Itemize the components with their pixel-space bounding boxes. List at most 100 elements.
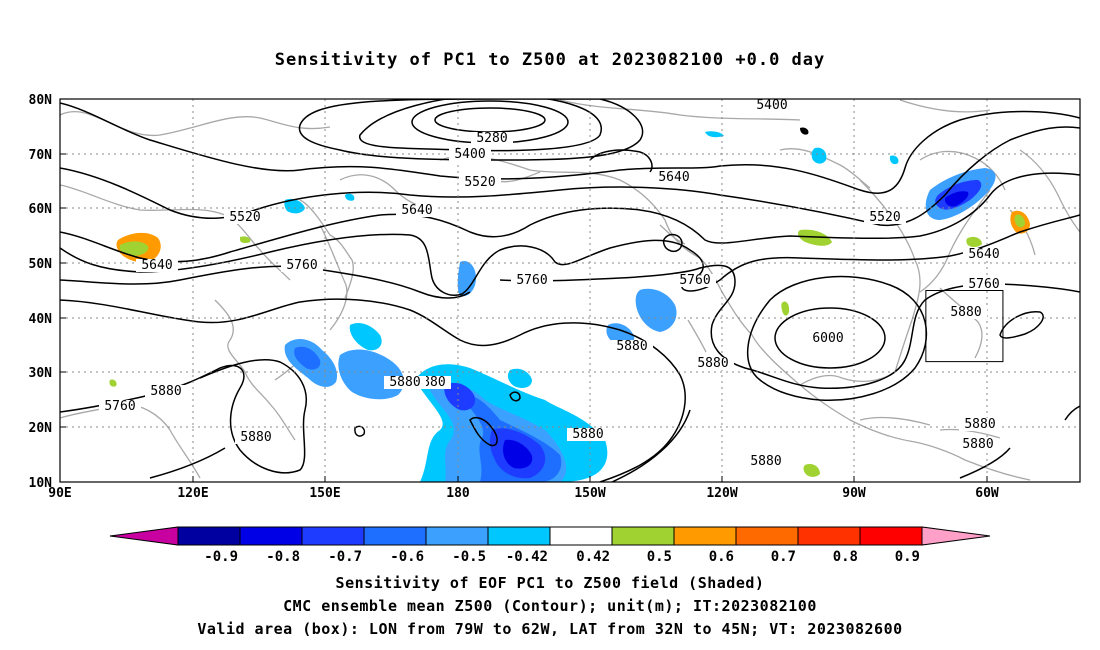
contour-label-bg (674, 274, 716, 287)
contour-label-bg (807, 332, 849, 345)
colorbar-swatch (673, 526, 737, 546)
contour-label: 5520 (229, 210, 260, 225)
contour-label: 5880 (950, 305, 981, 320)
colorbar-low-triangle (109, 526, 179, 546)
lat-label: 30N (29, 366, 53, 381)
axis-ticks (60, 98, 988, 483)
contour-label: 5760 (968, 277, 999, 292)
contour-label-bg (99, 400, 141, 413)
contour-label: 5880 (389, 375, 420, 390)
contour-label: 5520 (464, 175, 495, 190)
colorbar-swatch (859, 526, 923, 546)
colorbar-swatch (177, 526, 241, 546)
contour-label-bg (751, 99, 793, 112)
colorbar-swatch (735, 526, 799, 546)
contour-label-bg (384, 376, 426, 389)
valid-area-box (925, 290, 1004, 363)
colorbar-swatch (301, 526, 365, 546)
contour-label: 5760 (679, 273, 710, 288)
contour-label: 5640 (141, 258, 172, 273)
lon-label: 120W (706, 486, 737, 501)
colorbar-swatch (797, 526, 861, 546)
colorbar-swatch (425, 526, 489, 546)
lon-label: 150W (574, 486, 605, 501)
colorbar-label: 0.42 (576, 549, 610, 565)
contour-label-bg (653, 171, 695, 184)
contour-label: 5880 (572, 427, 603, 442)
lat-label: 40N (29, 312, 53, 327)
contour-label-bg (449, 148, 491, 161)
contour-label-bg (963, 278, 1005, 291)
contour-label-bg (945, 306, 987, 319)
colorbar: -0.9 -0.8 -0.7 -0.6 -0.5 -0.42 0.42 0.5 0.6 0.7 0.… (109, 526, 991, 565)
lon-label: 150E (309, 486, 340, 501)
contour-blob (800, 127, 809, 135)
contour-label: 5880 (150, 384, 181, 399)
caption-line-3: Valid area (box): LON from 79W to 62W, L… (197, 620, 903, 638)
contour-labels: 5280540054005520552055205640564056405640… (99, 98, 1005, 469)
contour-label-bg (459, 176, 501, 189)
contour-label: 5760 (516, 273, 547, 288)
lon-label: 120E (177, 486, 208, 501)
contour-label-bg (471, 132, 513, 145)
contour-label-bg (963, 248, 1005, 261)
lat-label: 10N (29, 476, 53, 491)
contour-label: 5640 (658, 170, 689, 185)
colorbar-label: -0.8 (266, 549, 300, 565)
contour-label: 5760 (286, 258, 317, 273)
colorbar-label: -0.42 (506, 549, 548, 565)
contour-label-bg (511, 274, 553, 287)
colorbar-swatch (363, 526, 427, 546)
colorbar-label: 0.7 (771, 549, 796, 565)
contour-label: 5880 (964, 417, 995, 432)
contour-label-bg (692, 357, 734, 370)
contour-label-bg (864, 211, 906, 224)
contour-label-bg (611, 340, 653, 353)
contour-label: 5640 (968, 247, 999, 262)
contour-label: 5880 (697, 356, 728, 371)
lat-label: 60N (29, 202, 53, 217)
map-frame (59, 98, 1081, 483)
colorbar-swatch (611, 526, 675, 546)
colorbar-label: -0.5 (452, 549, 486, 565)
contour-label-bg (396, 204, 438, 217)
lon-label: 90E (48, 486, 71, 501)
contour-label-bg (281, 259, 323, 272)
colorbar-label: 0.8 (833, 549, 858, 565)
colorbar-swatch (549, 526, 613, 546)
map-title: Sensitivity of PC1 to Z500 at 2023082100… (274, 50, 826, 70)
contour-label-bg (745, 455, 787, 468)
sensitivity-shading (109, 131, 1030, 482)
colorbar-high-triangle (921, 526, 991, 546)
colorbar-label: -0.7 (328, 549, 362, 565)
contour-label: 5880 (750, 454, 781, 469)
colorbar-label: -0.9 (204, 549, 238, 565)
colorbar-label: 0.9 (895, 549, 920, 565)
lon-label: 60W (975, 486, 999, 501)
lat-label: 50N (29, 257, 53, 272)
contour-label: 5400 (756, 98, 787, 113)
lon-label: 90W (842, 486, 866, 501)
contour-label: 5760 (104, 399, 135, 414)
contour-label: 5880 (616, 339, 647, 354)
caption-line-2: CMC ensemble mean Z500 (Contour); unit(m… (283, 597, 817, 615)
contour-label-bg (567, 428, 609, 441)
contour-label-bg (959, 418, 1001, 431)
contour-label: 5400 (454, 147, 485, 162)
contour-label: 6000 (812, 331, 843, 346)
contour-label-bg (145, 385, 187, 398)
contour-label: 5640 (401, 203, 432, 218)
colorbar-label: 0.6 (709, 549, 734, 565)
contour-label-bg (235, 431, 277, 444)
contour-label: 5880 (240, 430, 271, 445)
contour-label: 5520 (869, 210, 900, 225)
colorbar-swatch (239, 526, 303, 546)
colorbar-label: 0.5 (647, 549, 672, 565)
lat-label: 20N (29, 421, 53, 436)
contour-label-bg (136, 259, 178, 272)
lat-label: 80N (29, 93, 53, 108)
colorbar-label: -0.6 (390, 549, 424, 565)
contour-label: 5880 (962, 437, 993, 452)
caption-line-1: Sensitivity of EOF PC1 to Z500 field (Sh… (335, 574, 765, 592)
